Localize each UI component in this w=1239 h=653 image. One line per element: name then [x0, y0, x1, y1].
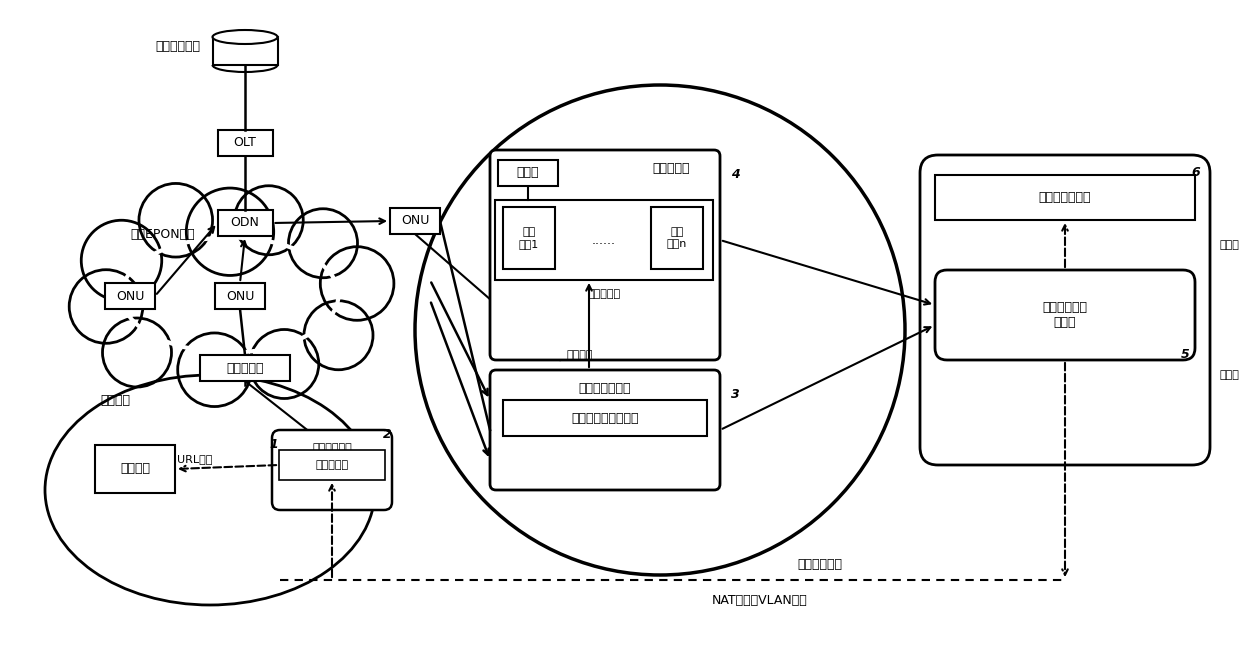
Text: 用户控制器: 用户控制器: [316, 460, 348, 470]
Text: 1: 1: [270, 439, 279, 451]
Text: 网络视频应用
控制器: 网络视频应用 控制器: [1042, 301, 1088, 329]
Ellipse shape: [213, 30, 278, 44]
Text: ......: ......: [592, 234, 616, 246]
FancyBboxPatch shape: [489, 150, 720, 360]
Text: ONU: ONU: [225, 289, 254, 302]
Ellipse shape: [321, 247, 394, 321]
Ellipse shape: [250, 330, 318, 398]
Bar: [105, 283, 155, 309]
Text: 家用路由器: 家用路由器: [227, 362, 264, 375]
Text: 模拟投屏: 模拟投屏: [1220, 240, 1239, 250]
Ellipse shape: [234, 185, 304, 255]
Text: 2: 2: [383, 428, 392, 441]
Text: 移动智能终端: 移动智能终端: [312, 443, 352, 453]
Ellipse shape: [69, 270, 142, 343]
Bar: [503, 400, 707, 436]
Text: 4: 4: [731, 168, 740, 182]
Ellipse shape: [121, 238, 338, 353]
Ellipse shape: [139, 183, 213, 257]
Bar: [650, 207, 703, 269]
Text: 路由器: 路由器: [517, 167, 539, 180]
Bar: [503, 207, 555, 269]
Text: 小区EPON网络: 小区EPON网络: [130, 229, 195, 242]
Text: OLT: OLT: [234, 136, 256, 150]
Bar: [199, 355, 290, 381]
Text: 共享终端池: 共享终端池: [587, 289, 621, 299]
Text: 网络视频应用账号池: 网络视频应用账号池: [571, 411, 639, 424]
Ellipse shape: [186, 188, 274, 276]
Bar: [496, 200, 712, 280]
Bar: [218, 210, 273, 236]
Text: ONU: ONU: [400, 214, 429, 227]
Text: 共享
终端1: 共享 终端1: [519, 227, 539, 249]
Ellipse shape: [82, 220, 162, 301]
Text: 共享
终端n: 共享 终端n: [667, 227, 688, 249]
Text: URL投屏: URL投屏: [177, 454, 213, 464]
Ellipse shape: [289, 209, 358, 278]
Ellipse shape: [304, 301, 373, 370]
Bar: [935, 175, 1194, 220]
Bar: [95, 445, 175, 493]
Text: 5: 5: [1181, 349, 1189, 362]
Bar: [279, 450, 385, 480]
Text: 远程桌面控制: 远程桌面控制: [798, 558, 843, 571]
Text: 6: 6: [1191, 167, 1201, 180]
Ellipse shape: [103, 318, 171, 387]
Text: 共享终端: 共享终端: [1220, 370, 1239, 380]
Bar: [498, 160, 558, 186]
FancyBboxPatch shape: [935, 270, 1194, 360]
Text: 家庭用户: 家庭用户: [100, 394, 130, 407]
Bar: [218, 130, 273, 156]
Text: 播放终端: 播放终端: [120, 462, 150, 475]
FancyBboxPatch shape: [489, 370, 720, 490]
Text: 模拟投屏播放器: 模拟投屏播放器: [1038, 191, 1092, 204]
Bar: [390, 208, 440, 234]
FancyBboxPatch shape: [921, 155, 1211, 465]
Text: 共享管理服务器: 共享管理服务器: [579, 381, 631, 394]
Text: ODN: ODN: [230, 217, 259, 229]
Text: ONU: ONU: [115, 289, 144, 302]
Text: 运营商路由器: 运营商路由器: [155, 39, 199, 52]
Ellipse shape: [177, 333, 252, 407]
Text: 调度管理: 调度管理: [566, 350, 593, 360]
Bar: [213, 37, 278, 65]
Text: 模拟投屏区: 模拟投屏区: [653, 161, 690, 174]
Text: 3: 3: [731, 389, 740, 402]
Text: NAT打洞或VLAN直连: NAT打洞或VLAN直连: [712, 594, 808, 607]
Bar: [216, 283, 265, 309]
FancyBboxPatch shape: [273, 430, 392, 510]
